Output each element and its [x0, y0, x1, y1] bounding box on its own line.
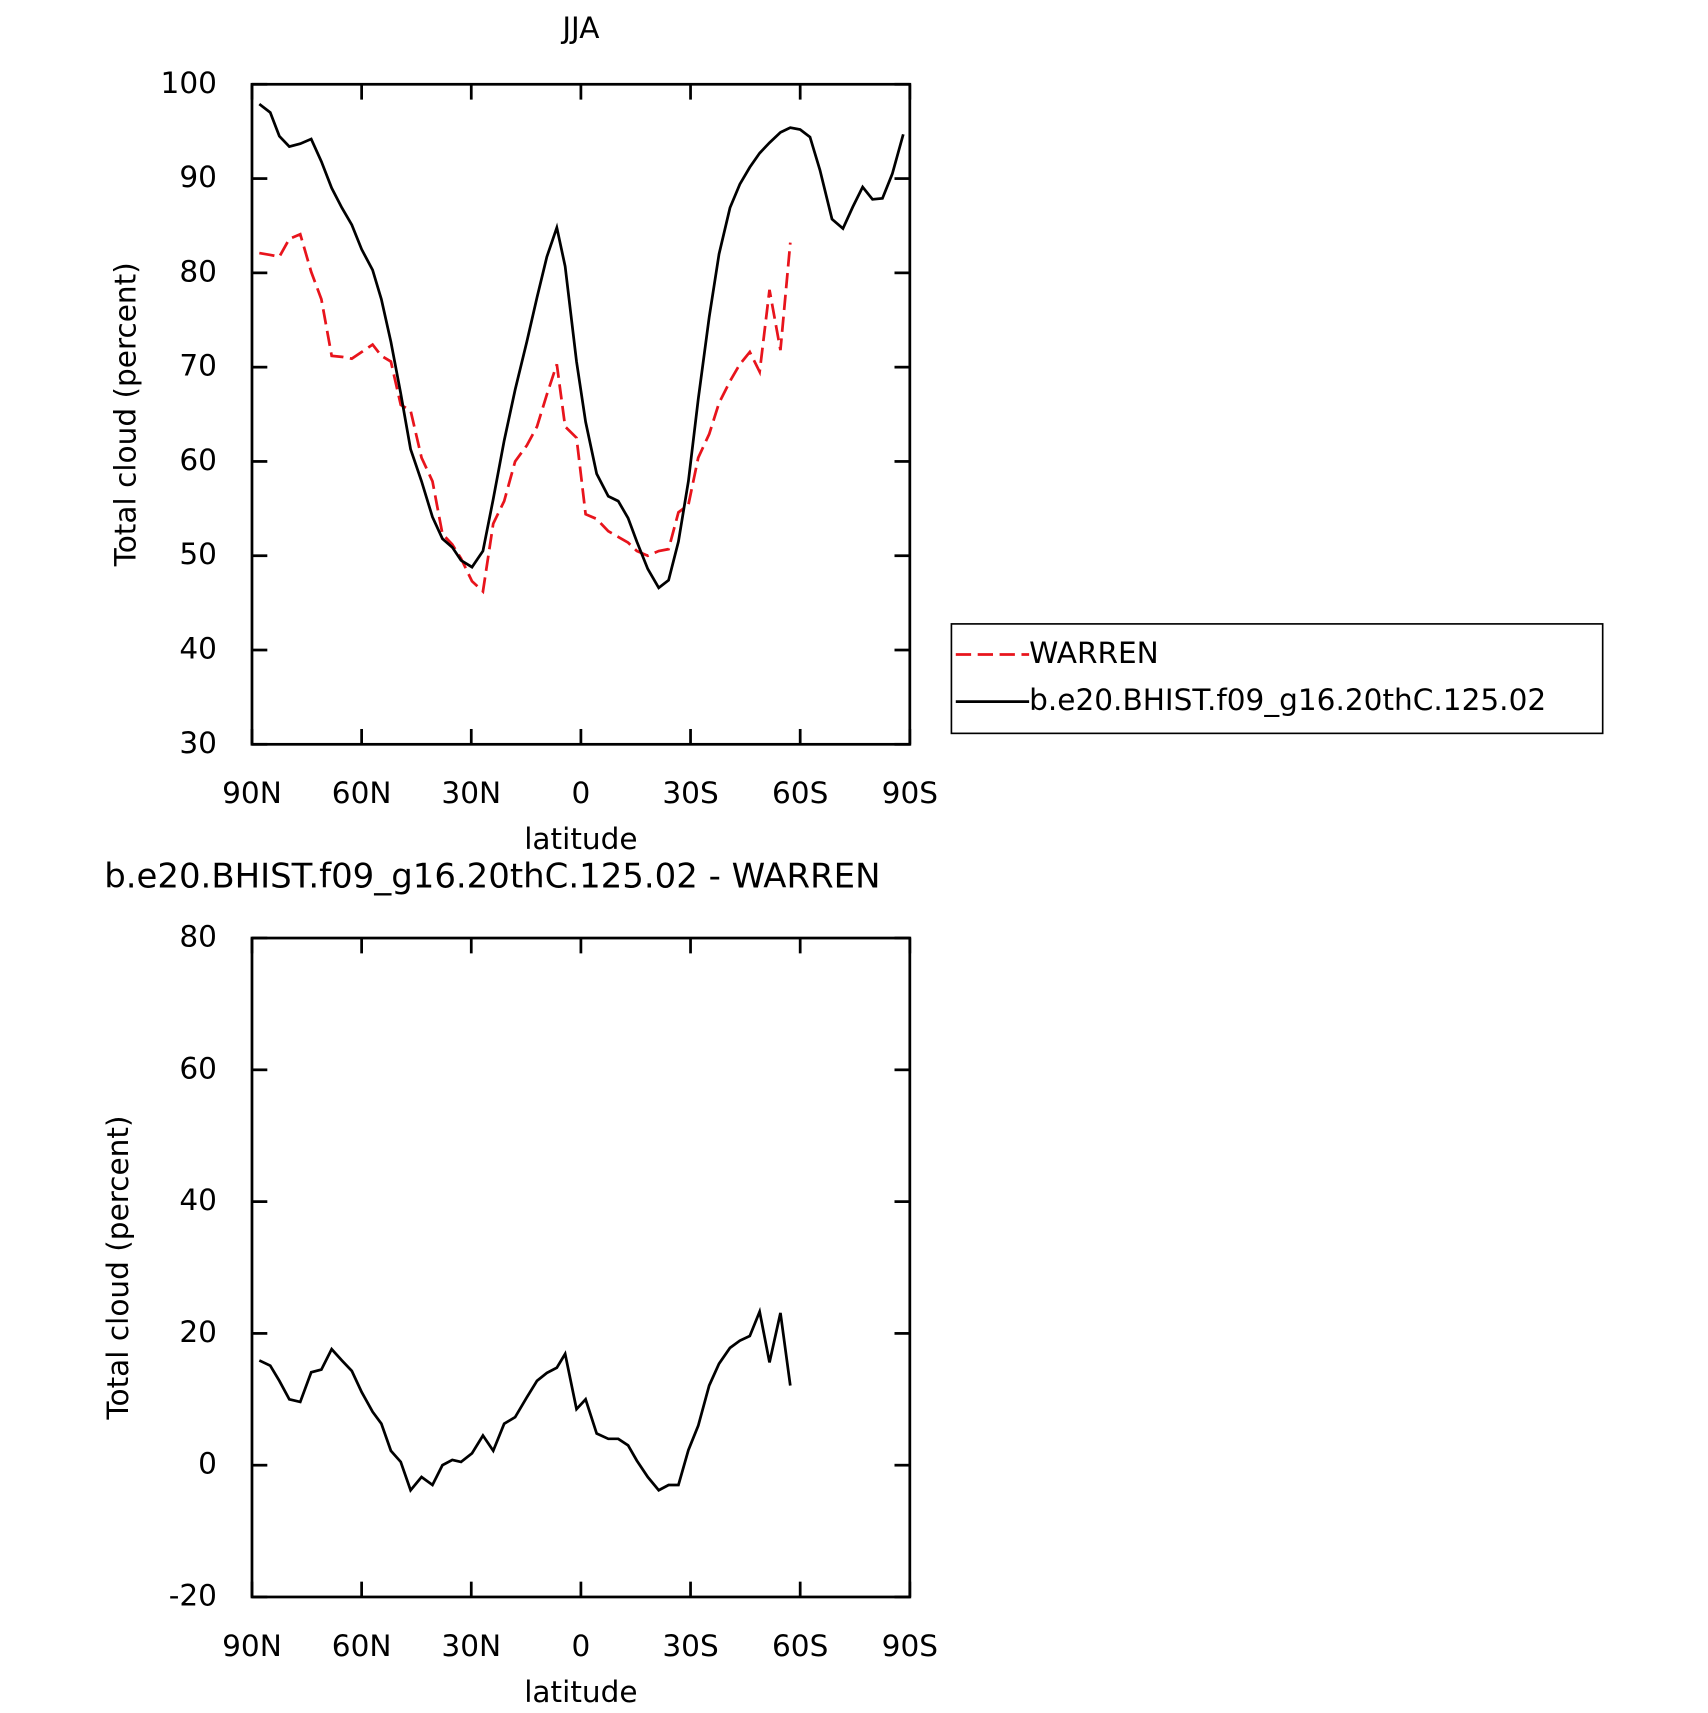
chart-title: b.e20.BHIST.f09_g16.20thC.125.02 - WARRE… [104, 857, 880, 896]
x-tick-label: 0 [571, 776, 590, 810]
x-axis-label: latitude [524, 1675, 637, 1709]
series-line [259, 232, 792, 595]
legend-box [950, 623, 1604, 735]
x-tick-label: 60S [772, 776, 828, 810]
x-tick-label: 30S [662, 1629, 718, 1663]
legend-label: WARREN [1029, 636, 1159, 670]
x-tick-label: 60N [332, 776, 392, 810]
y-tick-label: 80 [179, 920, 217, 954]
series-line [258, 1306, 792, 1494]
y-tick-label: 40 [179, 632, 217, 666]
y-tick-label: -20 [169, 1578, 217, 1612]
chart-title: JJA [560, 11, 599, 45]
y-tick-label: 60 [179, 1051, 217, 1085]
y-tick-label: 80 [179, 254, 217, 288]
legend-label: b.e20.BHIST.f09_g16.20thC.125.02 [1029, 683, 1546, 717]
y-tick-label: 70 [179, 349, 217, 383]
x-tick-label: 0 [571, 1629, 590, 1663]
y-tick-label: 0 [198, 1447, 217, 1481]
x-tick-label: 30N [441, 776, 501, 810]
y-tick-label: 60 [179, 443, 217, 477]
y-tick-label: 30 [179, 726, 217, 760]
x-axis-label: latitude [524, 822, 637, 856]
x-tick-label: 30N [441, 1629, 501, 1663]
x-tick-label: 90S [882, 1629, 938, 1663]
y-axis-label: Total cloud (percent) [109, 262, 143, 567]
x-tick-label: 60N [332, 1629, 392, 1663]
y-tick-label: 20 [179, 1315, 217, 1349]
x-tick-label: 90N [222, 1629, 282, 1663]
x-tick-label: 30S [662, 776, 718, 810]
plot-frame [250, 936, 912, 1599]
series-line [258, 103, 905, 590]
x-tick-label: 90S [882, 776, 938, 810]
y-tick-label: 40 [179, 1183, 217, 1217]
x-tick-label: 90N [222, 776, 282, 810]
x-tick-label: 60S [772, 1629, 828, 1663]
y-tick-label: 100 [161, 66, 217, 100]
plot-frame [250, 82, 912, 746]
y-tick-label: 50 [179, 537, 217, 571]
y-axis-label: Total cloud (percent) [101, 1115, 135, 1420]
y-tick-label: 90 [179, 160, 217, 194]
